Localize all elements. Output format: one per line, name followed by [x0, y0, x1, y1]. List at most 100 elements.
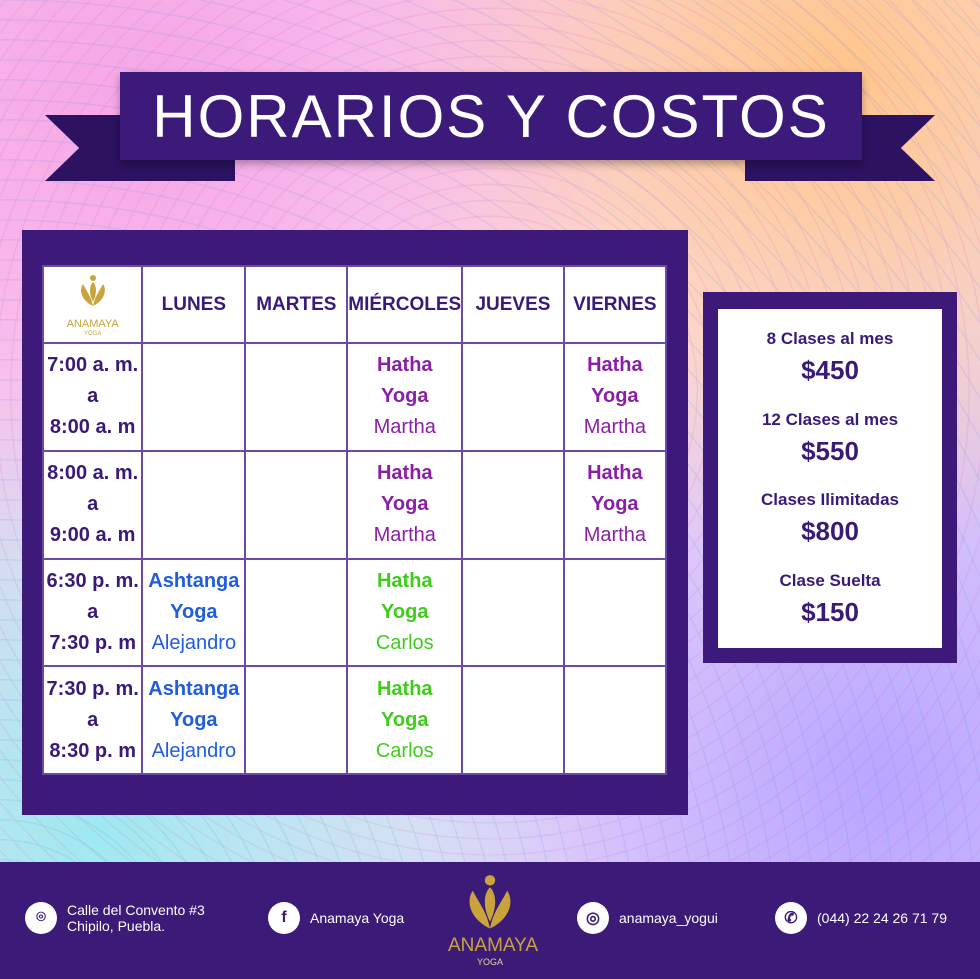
price-label: 12 Clases al mes: [761, 409, 899, 429]
table-logo: ANAMAYA YOGA: [41, 264, 144, 345]
empty-cell: [141, 342, 247, 452]
class-name: Hatha: [376, 354, 433, 377]
empty-cell: [562, 557, 668, 668]
day-header: MARTES: [244, 264, 349, 345]
logo-text: ANAMAYA: [448, 935, 539, 956]
class-cell: Hatha Yoga Carlos: [346, 557, 464, 668]
empty-cell: [244, 557, 349, 668]
class-cell: Hatha Yoga Martha: [562, 342, 668, 452]
facebook-name: Anamaya Yoga: [310, 910, 405, 926]
instructor-name: Martha: [373, 416, 436, 439]
instructor-name: Martha: [583, 524, 646, 547]
instructor-name: Carlos: [375, 739, 434, 762]
class-cell: Hatha Yoga Martha: [346, 342, 464, 452]
price-label: 8 Clases al mes: [766, 328, 894, 348]
class-cell: Hatha Yoga Martha: [562, 449, 668, 560]
class-name: Hatha: [376, 462, 433, 485]
lotus-logo-icon: [80, 274, 105, 306]
page-title: HORARIOS Y COSTOS: [120, 72, 862, 160]
day-header: JUEVES: [461, 264, 565, 345]
class-name: Yoga: [381, 600, 429, 623]
time-text: 8:00 a. m: [49, 416, 136, 439]
time-text: 7:30 p. m: [49, 631, 137, 654]
price-item: 12 Clases al mes $550: [718, 410, 942, 467]
price-label: Clases Ilimitadas: [761, 490, 899, 510]
class-name: Hatha: [376, 569, 433, 592]
empty-cell: [461, 449, 565, 560]
address-line: Calle del Convento #3: [67, 902, 205, 918]
empty-cell: [562, 665, 668, 775]
logo-text: ANAMAYA: [66, 317, 119, 330]
prices-panel: 8 Clases al mes $450 12 Clases al mes $550 C…: [703, 292, 957, 663]
day-header: LUNES: [141, 264, 247, 345]
lotus-logo-icon: [469, 875, 511, 929]
table-row: 7:00 a. m. a 8:00 a. m Hatha Yoga Martha H…: [41, 342, 668, 452]
instagram-icon: ◎: [577, 902, 609, 934]
schedule-panel: ANAMAYA YOGA LUNES MARTES MIÉRCOLES JUEV…: [22, 230, 688, 815]
time-cell: 8:00 a. m. a 9:00 a. m: [41, 449, 144, 560]
class-name: Yoga: [381, 385, 429, 408]
table-header-row: ANAMAYA YOGA LUNES MARTES MIÉRCOLES JUEV…: [41, 264, 668, 345]
price-label: Clase Suelta: [779, 571, 881, 591]
time-text: a: [87, 600, 99, 623]
price-item: 8 Clases al mes $450: [718, 329, 942, 386]
empty-cell: [141, 449, 247, 560]
price-value: $550: [801, 435, 859, 466]
instructor-name: Alejandro: [151, 739, 237, 762]
class-name: Ashtanga: [148, 569, 240, 592]
time-text: 6:30 p. m.: [46, 569, 139, 592]
class-name: Hatha: [376, 677, 433, 700]
class-name: Yoga: [591, 385, 639, 408]
instructor-name: Carlos: [375, 631, 434, 654]
logo-subtext: YOGA: [476, 957, 503, 967]
class-cell: Ashtanga Yoga Alejandro: [141, 665, 247, 775]
class-cell: Hatha Yoga Carlos: [346, 665, 464, 775]
location-pin-icon: ⌾: [25, 902, 57, 934]
table-row: 7:30 p. m. a 8:30 p. m Ashtanga Yoga Aleja…: [41, 665, 668, 775]
time-text: 8:00 a. m.: [47, 462, 139, 485]
address-line: Chipilo, Puebla.: [67, 918, 166, 934]
time-text: a: [87, 708, 99, 731]
class-name: Yoga: [591, 493, 639, 516]
time-cell: 7:00 a. m. a 8:00 a. m: [41, 342, 144, 452]
facebook-icon: f: [268, 902, 300, 934]
class-name: Hatha: [587, 354, 643, 377]
empty-cell: [244, 342, 349, 452]
time-cell: 7:30 p. m. a 8:30 p. m: [41, 665, 144, 775]
time-text: 9:00 a. m: [49, 524, 136, 547]
facebook-link[interactable]: f Anamaya Yoga: [268, 902, 404, 934]
class-name: Yoga: [381, 493, 429, 516]
day-header: MIÉRCOLES: [346, 264, 464, 345]
class-cell: Hatha Yoga Martha: [346, 449, 464, 560]
time-text: a: [87, 385, 99, 408]
day-header: VIERNES: [562, 264, 668, 345]
footer: ⌾ Calle del Convento #3 Chipilo, Puebla. …: [0, 862, 980, 979]
class-name: Hatha: [587, 462, 643, 485]
time-text: 7:30 p. m.: [46, 677, 139, 700]
instructor-name: Alejandro: [151, 631, 237, 654]
price-value: $450: [801, 354, 859, 385]
price-value: $800: [801, 516, 859, 547]
logo-subtext: YOGA: [84, 330, 102, 337]
whatsapp-icon: ✆: [775, 902, 807, 934]
table-row: 6:30 p. m. a 7:30 p. m Ashtanga Yoga Aleja…: [41, 557, 668, 668]
time-cell: 6:30 p. m. a 7:30 p. m: [41, 557, 144, 668]
time-text: a: [87, 493, 99, 516]
empty-cell: [461, 342, 565, 452]
address-item: ⌾ Calle del Convento #3 Chipilo, Puebla.: [25, 902, 205, 934]
empty-cell: [461, 557, 565, 668]
time-text: 7:00 a. m.: [47, 354, 139, 377]
price-item: Clase Suelta $150: [718, 571, 942, 628]
time-text: 8:30 p. m: [49, 739, 137, 762]
empty-cell: [244, 449, 349, 560]
class-name: Yoga: [170, 708, 218, 731]
instagram-handle: anamaya_yogui: [619, 910, 718, 926]
instructor-name: Martha: [583, 416, 646, 439]
instructor-name: Martha: [373, 524, 436, 547]
class-name: Yoga: [170, 600, 218, 623]
whatsapp-link[interactable]: ✆ (044) 22 24 26 71 79: [775, 902, 947, 934]
class-name: Yoga: [381, 708, 429, 731]
footer-logo: ANAMAYA YOGA: [448, 870, 539, 967]
empty-cell: [461, 665, 565, 775]
instagram-link[interactable]: ◎ anamaya_yogui: [577, 902, 718, 934]
